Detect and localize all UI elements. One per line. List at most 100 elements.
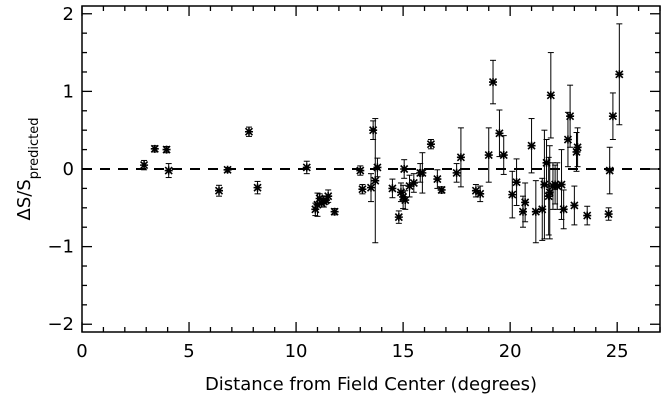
data-point [572,132,581,172]
data-point [162,145,171,154]
data-point [563,111,573,168]
asterisk-marker [531,207,540,216]
data-point [512,158,521,206]
asterisk-marker [150,144,159,153]
x-tick-label: 15 [392,341,415,362]
asterisk-marker [418,168,427,177]
asterisk-marker [324,192,333,201]
data-point [371,118,380,244]
asterisk-marker [321,195,331,205]
data-point [545,145,554,240]
axis-ticks [81,6,661,332]
data-point [604,207,613,221]
asterisk-marker [557,180,566,189]
x-tick-label: 20 [499,341,522,362]
asterisk-marker [366,183,376,192]
asterisk-marker [452,168,461,177]
asterisk-marker [244,127,254,136]
data-point [409,173,418,193]
asterisk-marker [371,176,380,185]
asterisk-marker [140,161,149,170]
data-point [400,159,409,179]
asterisk-marker [373,163,382,172]
data-point [388,178,397,199]
asterisk-marker [538,205,547,214]
data-point [542,139,551,187]
asterisk-marker [162,145,171,154]
data-point [559,189,568,230]
data-point [366,173,376,203]
data-point [373,157,382,178]
asterisk-marker [563,135,573,144]
y-tick-label: 2 [63,4,74,25]
asterisk-marker [508,190,517,199]
asterisk-marker [437,185,446,195]
data-point [244,126,254,137]
data-point [570,185,579,226]
asterisk-marker [583,211,592,220]
asterisk-marker [559,205,568,214]
data-point [214,184,224,197]
asterisk-marker [330,207,339,216]
asterisk-marker [164,166,173,175]
x-tick-labels: 0 5 10 15 20 25 [76,341,628,362]
data-point [553,162,562,210]
data-point [452,163,461,183]
x-tick-label: 10 [285,341,308,362]
data-point [566,84,575,148]
asterisk-marker [311,205,320,214]
y-axis-title: ΔS/Spredicted [14,118,42,221]
asterisk-marker [540,180,549,189]
asterisk-marker [388,184,397,193]
asterisk-marker [369,126,378,135]
asterisk-marker [527,141,536,150]
y-tick-label: 0 [63,159,74,180]
asterisk-marker [572,147,581,156]
data-point [499,135,508,175]
data-point [583,205,592,226]
data-point [253,180,262,195]
y-axis-title-subscript: predicted [27,118,42,180]
data-point [302,160,311,175]
data-point [358,184,367,195]
data-point [164,163,173,179]
asterisk-marker [426,140,436,149]
asterisk-marker [499,150,508,160]
data-point [405,174,414,198]
asterisk-marker [394,213,403,222]
asterisk-marker [488,78,498,87]
data-point [508,170,517,219]
asterisk-marker [545,188,554,197]
asterisk-marker [484,150,493,160]
data-point [476,185,485,203]
asterisk-marker [544,192,553,201]
data-point [150,144,159,153]
asterisk-marker [542,158,551,167]
asterisk-marker [253,183,262,192]
data-point [605,146,614,195]
asterisk-marker [570,201,579,210]
data-point [330,207,339,216]
data-point [546,52,555,139]
asterisk-marker [356,166,365,175]
asterisk-marker [608,112,617,121]
asterisk-marker [302,163,311,172]
asterisk-marker [471,186,480,195]
asterisk-marker [605,166,614,175]
plot-frame [81,5,661,333]
y-tick-label: −1 [47,237,74,258]
asterisk-marker [553,182,562,191]
data-point [471,184,480,198]
data-point [484,127,493,183]
asterisk-marker [512,178,521,187]
data-point [456,127,465,188]
data-point [615,23,624,126]
y-tick-label: −2 [47,314,74,335]
data-point [531,180,540,244]
data-point [394,210,403,224]
data-point [573,127,582,168]
asterisk-marker [476,189,485,198]
asterisk-marker [214,186,224,195]
asterisk-marker [358,185,367,194]
